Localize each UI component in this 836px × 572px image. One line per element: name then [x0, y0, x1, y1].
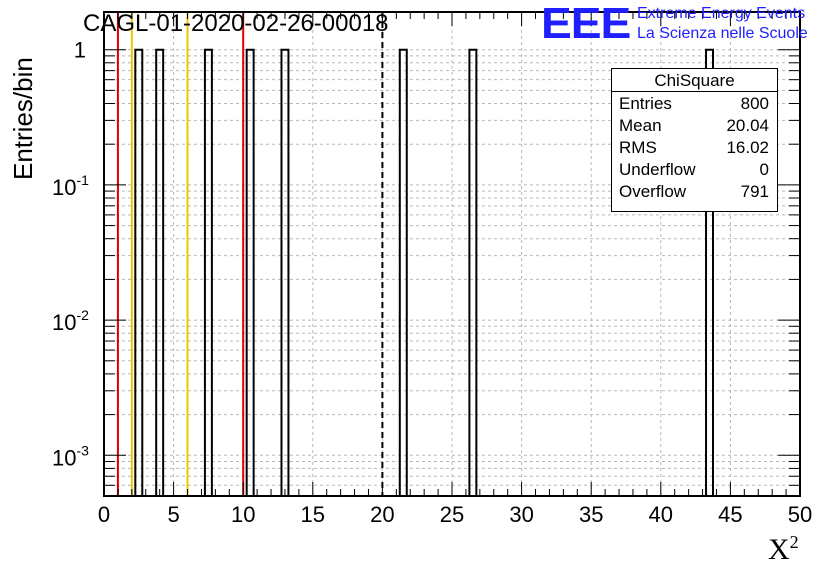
- stats-row-rms: RMS 16.02: [619, 138, 769, 160]
- x-tick-label: 35: [579, 502, 603, 527]
- stats-value: 800: [740, 94, 769, 113]
- stats-box: ChiSquare Entries 800 Mean 20.04 RMS 16.…: [611, 68, 778, 212]
- chart-title: CAGL-01-2020-02-26-00018: [83, 10, 389, 37]
- histogram-bin: [245, 48, 255, 496]
- stats-row-mean: Mean 20.04: [619, 116, 769, 138]
- y-tick-label: 10-3: [52, 442, 89, 470]
- x-tick-label: 25: [440, 502, 464, 527]
- stats-label: Underflow: [619, 160, 696, 179]
- stats-title: ChiSquare: [654, 71, 735, 90]
- stats-value: 20.04: [726, 116, 769, 135]
- reference-lines: [116, 12, 384, 496]
- y-tick-label: 1: [74, 38, 86, 63]
- histogram-bin: [705, 48, 714, 496]
- histogram-bin: [398, 48, 408, 496]
- logo-line-2: La Scienza nelle Scuole: [637, 25, 808, 42]
- eee-logo: EEE: [541, 0, 631, 48]
- x-axis-label: X2: [768, 532, 799, 567]
- x-tick-label: 10: [231, 502, 255, 527]
- histogram-bin: [134, 48, 144, 496]
- x-axis: 0 5 10 15 20 25 30 35 40 45 50: [98, 12, 812, 527]
- x-tick-label: 5: [167, 502, 179, 527]
- y-tick-label: 10-2: [52, 307, 89, 335]
- stats-row-underflow: Underflow 0: [619, 160, 769, 182]
- stats-title-divider: [612, 91, 777, 92]
- x-axis-label-base: X: [768, 533, 790, 566]
- x-tick-label: 50: [788, 502, 812, 527]
- stats-value: 791: [740, 182, 769, 201]
- x-tick-label: 0: [98, 502, 110, 527]
- x-tick-label: 45: [718, 502, 742, 527]
- logo-line-1: Extreme Energy Events: [637, 5, 806, 22]
- stats-row-entries: Entries 800: [619, 94, 769, 116]
- histogram-bins: [134, 48, 714, 496]
- x-tick-label: 30: [509, 502, 533, 527]
- stats-row-overflow: Overflow 791: [619, 182, 769, 204]
- histogram-bin: [280, 48, 290, 496]
- histogram-bin: [203, 48, 213, 496]
- stats-value: 0: [759, 160, 769, 179]
- x-tick-label: 40: [649, 502, 673, 527]
- stats-label: Mean: [619, 116, 662, 135]
- x-tick-label: 20: [370, 502, 394, 527]
- stats-label: Entries: [619, 94, 672, 113]
- y-tick-label: 10-1: [52, 172, 89, 200]
- stats-label: RMS: [619, 138, 657, 157]
- stats-value: 16.02: [726, 138, 769, 157]
- x-tick-label: 15: [301, 502, 325, 527]
- grid-lines: [104, 12, 800, 497]
- y-axis: 10-3 10-2 10-1 1: [52, 38, 800, 497]
- y-axis-label: Entries/bin: [8, 57, 38, 180]
- stats-label: Overflow: [619, 182, 687, 201]
- histogram-bin: [155, 48, 165, 496]
- histogram-bin: [468, 48, 478, 496]
- x-axis-label-superscript: 2: [789, 532, 799, 552]
